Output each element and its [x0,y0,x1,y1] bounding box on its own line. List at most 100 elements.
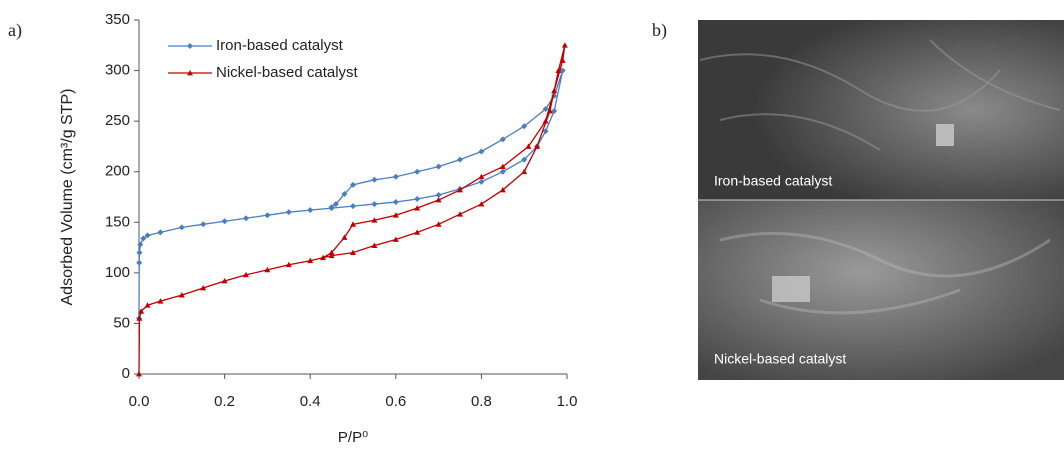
data-point [435,221,442,227]
data-point [499,186,506,193]
panel-label: a) [8,20,22,41]
series-line [138,45,566,375]
data-point [457,186,463,193]
data-point [521,168,528,175]
image-texture [719,231,1051,315]
y-tick-label: 0 [122,365,130,382]
data-point [264,212,271,219]
x-tick-label: 0.4 [300,393,321,410]
data-point [478,173,485,180]
y-tick-label: 300 [105,62,130,79]
y-tick-label: 200 [105,163,130,180]
data-point [200,221,207,228]
data-point [140,235,147,242]
data-point [350,203,356,210]
data-point [200,285,207,291]
data-point [457,156,463,163]
image-caption: Nickel-based catalyst [714,351,846,367]
data-point [414,205,421,211]
data-point [478,201,485,207]
data-point [551,108,558,115]
legend-marker [187,43,193,49]
y-tick-label: 100 [105,264,130,281]
data-point [435,163,442,170]
image-caption: Iron-based catalyst [714,173,832,189]
sem-image [698,200,1064,380]
image-texture [699,39,1061,151]
sem-image [698,20,1064,200]
data-point [414,168,421,175]
data-point [555,67,562,73]
data-point [392,173,399,180]
data-point [328,204,335,211]
y-tick-label: 250 [105,112,130,129]
data-point [157,298,164,304]
series-line [138,70,564,319]
data-point [136,315,143,321]
legend-marker [187,70,193,76]
data-point [499,163,506,170]
legend-label: Iron-based catalyst [216,37,344,54]
data-point [435,191,442,198]
data-point [392,212,399,218]
y-tick-label: 150 [105,213,130,230]
data-point [525,143,532,149]
data-point [551,87,558,94]
data-point [157,229,164,236]
data-point [136,259,143,266]
data-point [341,234,348,240]
data-point [178,292,185,298]
data-point [414,229,421,235]
data-point [457,211,463,217]
data-point [264,266,271,273]
data-point [371,176,378,183]
data-point [559,67,566,74]
data-point [307,257,314,264]
data-point [307,207,314,214]
data-point [546,108,553,114]
x-tick-label: 0.6 [385,393,406,410]
data-point [414,196,421,203]
data-point [499,168,506,175]
data-point [341,190,348,197]
panel-label: b) [652,20,667,41]
data-point [542,128,549,135]
data-point [137,241,144,248]
x-tick-label: 0.0 [129,393,150,410]
data-point [521,123,528,130]
data-point [350,221,356,227]
x-tick-label: 0.8 [471,393,492,410]
data-point [136,371,142,377]
x-axis-label: P/P⁰ [338,429,368,446]
data-point [499,136,506,143]
data-point [435,197,442,203]
x-tick-label: 0.2 [214,393,235,410]
data-point [178,224,185,231]
data-point [332,201,339,208]
data-point [328,252,335,259]
data-point [350,249,356,256]
legend-label: Nickel-based catalyst [216,64,359,81]
data-point [542,106,549,113]
image-texture [772,276,810,302]
data-point [138,308,145,314]
data-point [144,302,151,308]
x-tick-label: 1.0 [557,393,578,410]
data-point [534,143,541,149]
data-point [221,218,228,225]
data-point [136,249,143,256]
data-point [561,42,568,48]
data-point [221,277,228,284]
data-point [392,236,399,242]
data-point [478,148,485,155]
data-point [371,217,378,223]
data-point [328,249,335,256]
y-tick-label: 350 [105,11,130,28]
data-point [478,178,485,185]
data-point [371,242,378,248]
data-point [144,232,151,239]
y-axis-label: Adsorbed Volume (cm³/g STP) [59,89,76,306]
data-point [285,261,292,268]
